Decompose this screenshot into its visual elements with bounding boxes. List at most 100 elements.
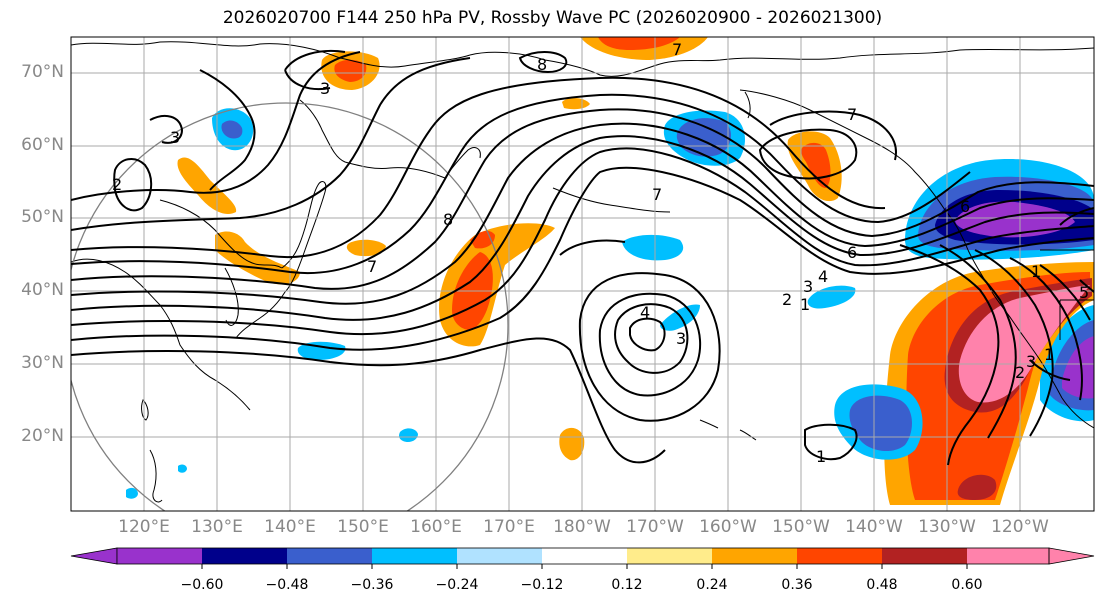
contour-low-core bbox=[629, 317, 666, 352]
contour-label: 7 bbox=[367, 257, 377, 276]
lon-label: 160°E bbox=[410, 517, 462, 537]
colorbar-ticks bbox=[201, 564, 968, 569]
lat-label: 60°N bbox=[21, 135, 64, 155]
contour-5 bbox=[71, 108, 1094, 290]
contour-label: 7 bbox=[652, 185, 662, 204]
contour-label: 2 bbox=[112, 175, 122, 194]
coast-manchuria bbox=[159, 199, 283, 269]
map-frame bbox=[70, 36, 1095, 512]
contour-label: 7 bbox=[672, 40, 682, 59]
coast-hawaii bbox=[699, 419, 757, 441]
contour-label: 1 bbox=[1044, 345, 1054, 364]
contour-label: 6 bbox=[960, 197, 970, 216]
neg-anomaly-baja-core bbox=[1062, 336, 1094, 399]
lon-label: 170°E bbox=[483, 517, 535, 537]
coast-honshu bbox=[235, 291, 286, 339]
colorbar-tick-label: 0.60 bbox=[951, 577, 983, 593]
neg-anomaly-small-4 bbox=[399, 428, 418, 443]
lon-label: 170°W bbox=[626, 517, 684, 537]
contour-ne bbox=[1059, 207, 1094, 226]
contour-label: 1 bbox=[1031, 262, 1041, 281]
colorbar-tick-label: −0.60 bbox=[180, 577, 224, 593]
colorbar-swatch bbox=[117, 548, 202, 564]
contour-central-lobe bbox=[559, 239, 626, 256]
contour-7 bbox=[71, 76, 886, 258]
colorbar-swatch bbox=[457, 548, 542, 564]
colorbar-swatch bbox=[202, 548, 287, 564]
colorbar-tick-label: −0.36 bbox=[350, 577, 394, 593]
contour-se bbox=[1029, 359, 1071, 381]
contour-9 bbox=[71, 51, 361, 201]
lon-label: 150°W bbox=[772, 517, 830, 537]
contour-3 bbox=[71, 135, 1094, 321]
colorbar-swatch bbox=[287, 548, 372, 564]
contour-label: 1 bbox=[816, 447, 826, 466]
lon-label: 150°E bbox=[337, 517, 389, 537]
colorbar-tick-label: −0.24 bbox=[435, 577, 479, 593]
contour-southern-1 bbox=[71, 337, 666, 464]
colorbar-tick-label: −0.48 bbox=[265, 577, 309, 593]
colorbar-outline bbox=[116, 547, 1050, 565]
lon-label: 130°W bbox=[918, 517, 976, 537]
contour-label: 1 bbox=[800, 295, 810, 314]
contour-8 bbox=[71, 57, 471, 231]
contour-2 bbox=[71, 147, 1094, 336]
colorbar-swatch bbox=[372, 548, 457, 564]
colorbar-over-arrow bbox=[1048, 547, 1095, 565]
contour-4 bbox=[71, 122, 1094, 305]
contour-label: 3 bbox=[320, 79, 330, 98]
colorbar-swatch bbox=[882, 548, 967, 564]
coast-arctic-america bbox=[469, 47, 1094, 77]
contour-12 bbox=[149, 114, 184, 144]
contour-10 bbox=[199, 69, 256, 191]
lat-label: 40°N bbox=[21, 280, 64, 300]
colorbar-under-arrow bbox=[70, 547, 118, 565]
contour-label: 3 bbox=[803, 277, 813, 296]
coast-china-east bbox=[71, 258, 251, 411]
contour-low-outer bbox=[614, 303, 689, 374]
contour-label: 4 bbox=[818, 267, 828, 286]
lon-label: 180°W bbox=[553, 517, 611, 537]
coast-siberia-north bbox=[71, 41, 471, 68]
coast-aleutians bbox=[552, 187, 671, 213]
colorbar bbox=[70, 547, 1095, 569]
lat-label: 30°N bbox=[21, 353, 64, 373]
lon-label: 120°W bbox=[991, 517, 1049, 537]
contour-label: 3 bbox=[1026, 352, 1036, 371]
neg-anomaly-siberia-inner bbox=[221, 120, 243, 139]
contour-1 bbox=[71, 166, 1094, 351]
pos-anomaly-south bbox=[957, 474, 997, 500]
radius-circle bbox=[71, 102, 509, 511]
contour-hawaii bbox=[804, 423, 858, 461]
pos-anomaly-small-arctic bbox=[562, 98, 590, 110]
pos-anomaly-e-pacific-peak bbox=[958, 285, 1090, 403]
gridlines bbox=[71, 37, 1094, 511]
lon-label: 140°E bbox=[264, 517, 316, 537]
contour-low-3 bbox=[578, 272, 721, 422]
neg-anomaly-small-3 bbox=[297, 341, 346, 360]
pos-anomaly-kamchatka-west-core bbox=[334, 59, 367, 82]
neg-anomaly-peak bbox=[955, 201, 1075, 238]
contour-east-6 bbox=[1079, 279, 1094, 293]
contour-alaska-7 bbox=[769, 110, 897, 161]
colorbar-swatch bbox=[797, 548, 882, 564]
contour-east-4 bbox=[1009, 257, 1083, 401]
contour-east-3 bbox=[974, 249, 1054, 437]
lat-label: 50°N bbox=[21, 207, 64, 227]
contour-11 bbox=[113, 158, 153, 212]
contour-label: 8 bbox=[537, 55, 547, 74]
pv-contours bbox=[71, 49, 1094, 466]
colorbar-swatch bbox=[627, 548, 712, 564]
figure-title: 2026020700 F144 250 hPa PV, Rossby Wave … bbox=[222, 8, 883, 28]
pos-anomaly-japan-east bbox=[346, 239, 386, 257]
colorbar-tick-label: 0.24 bbox=[696, 577, 728, 593]
contour-label: 2 bbox=[782, 290, 792, 309]
contour-label: 7 bbox=[847, 105, 857, 124]
contour-east-2 bbox=[939, 244, 1017, 439]
lon-label: 140°W bbox=[845, 517, 903, 537]
coast-taiwan bbox=[141, 399, 149, 421]
neg-anomaly-central bbox=[622, 234, 684, 261]
coast-sakhalin-hokkaido bbox=[281, 181, 327, 293]
contour-label: 3 bbox=[676, 329, 686, 348]
